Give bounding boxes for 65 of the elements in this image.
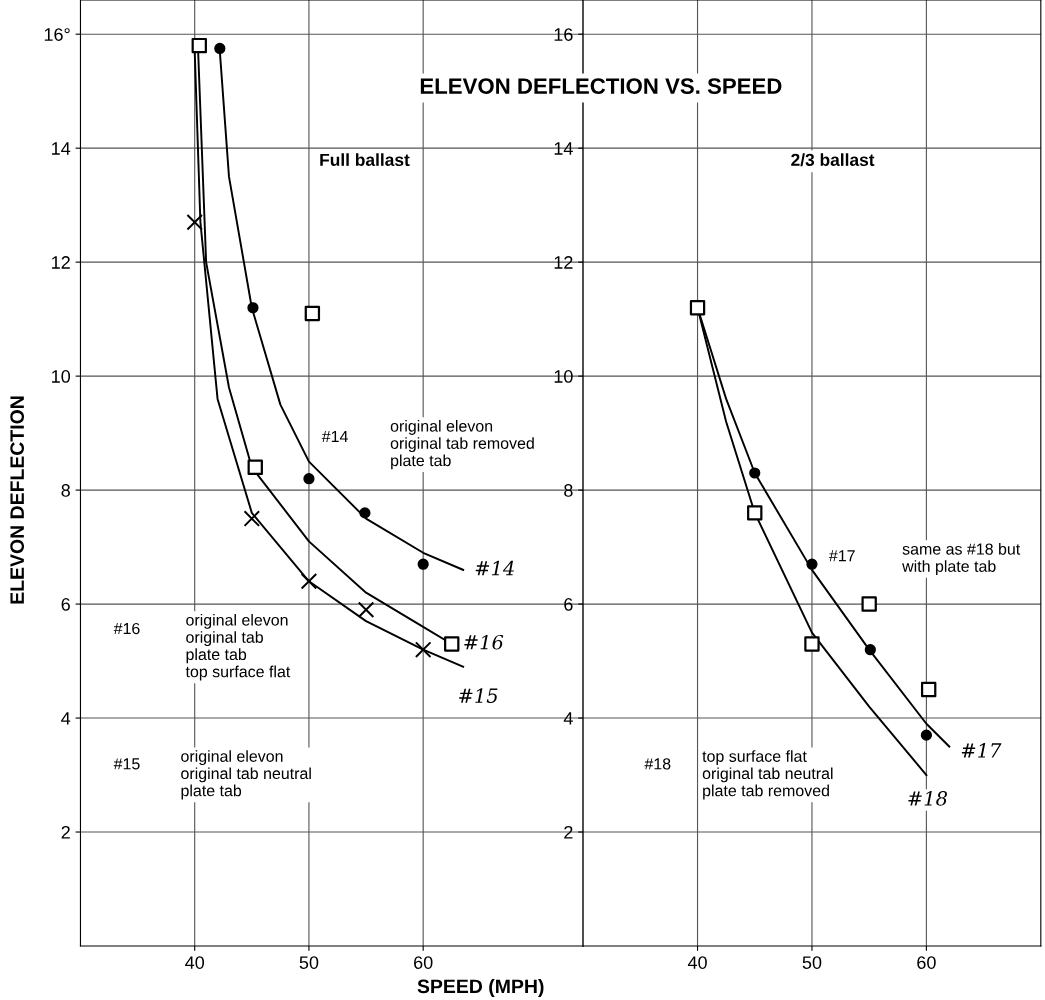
point <box>359 507 371 519</box>
series-label: #15 <box>459 688 498 703</box>
annotation: #15 <box>113 758 140 770</box>
x-tick-label: 60 <box>917 956 936 969</box>
annotation: original elevon original tab removed plate tab <box>390 420 534 470</box>
point <box>247 302 259 314</box>
series-label: #17 <box>961 743 1002 758</box>
x-tick-label: 40 <box>687 956 707 969</box>
annotation: same as #18 but with plate tab <box>902 543 1021 576</box>
y-tick-label: 10 <box>554 370 573 383</box>
point <box>689 300 706 316</box>
series-label: #14 <box>475 560 514 576</box>
point <box>191 37 207 54</box>
point <box>417 558 429 570</box>
point <box>300 573 318 590</box>
x-tick-label: 50 <box>802 956 822 969</box>
x-tick-label: 40 <box>185 956 205 969</box>
y-tick-label: 12 <box>52 256 70 269</box>
point <box>214 42 226 55</box>
y-tick-label: 6 <box>61 598 70 611</box>
series-label: #18 <box>908 790 947 806</box>
point <box>304 305 321 322</box>
point <box>920 681 937 698</box>
y-tick-label: 8 <box>61 484 70 497</box>
point <box>920 729 932 741</box>
point <box>303 473 315 485</box>
point <box>243 510 261 527</box>
annotation: Full ballast <box>320 153 410 166</box>
x-tick-label: 50 <box>299 956 319 969</box>
annotation: original elevon original tab neutral plate tab <box>181 750 311 800</box>
text: ELEVON DEFLECTION VS. SPEED <box>420 78 782 94</box>
point <box>357 601 375 619</box>
point <box>864 644 876 656</box>
y-tick-label: 4 <box>61 712 71 725</box>
point <box>247 459 263 475</box>
y-tick-label: 2 <box>564 825 573 839</box>
point <box>861 596 877 612</box>
y-tick-label: 14 <box>554 142 573 155</box>
y-tick-label: 12 <box>554 256 573 269</box>
y-tick-label: 6 <box>564 598 573 611</box>
point <box>444 636 460 652</box>
point <box>749 467 761 479</box>
annotation: #16 <box>113 622 140 635</box>
point <box>186 214 203 231</box>
point <box>414 641 432 658</box>
annotation: #18 <box>644 758 671 770</box>
y-tick-label: 16° <box>44 28 70 41</box>
y-tick-label: 4 <box>563 712 573 725</box>
y-axis-title: ELEVON DEFLECTION <box>10 396 25 604</box>
x-tick-label: 60 <box>414 956 433 969</box>
y-tick-label: 2 <box>61 825 70 839</box>
y-tick-label: 10 <box>52 370 71 383</box>
annotation: 2/3 ballast <box>791 153 875 167</box>
x-axis-title: SPEED (MPH) <box>417 978 544 998</box>
annotation: #14 <box>321 431 348 442</box>
annotation: #17 <box>828 550 855 562</box>
point <box>747 505 763 521</box>
y-tick-label: 16 <box>554 28 573 41</box>
annotation: top surface flat original tab neutral plate tab removed <box>702 750 833 800</box>
y-tick-label: 14 <box>52 142 71 155</box>
point <box>804 636 820 652</box>
y-tick-label: 8 <box>564 484 573 497</box>
series-label: #16 <box>464 634 504 650</box>
point <box>806 558 818 570</box>
annotation: original elevon original tab plate tab top surface flat <box>185 613 291 681</box>
